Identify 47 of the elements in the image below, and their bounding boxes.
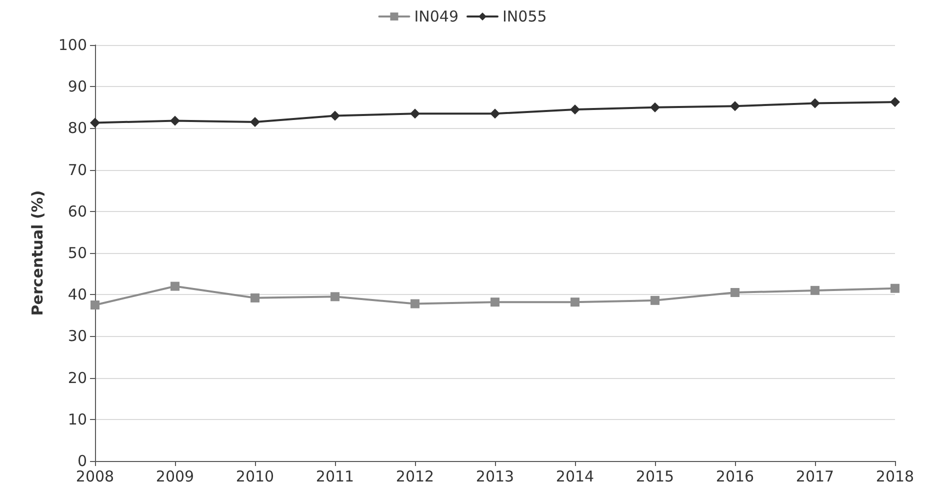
point [810, 98, 820, 108]
point [170, 116, 180, 126]
point [330, 292, 340, 302]
x-tick-label: 2012 [396, 468, 434, 486]
point [170, 282, 180, 291]
point [650, 102, 660, 112]
legend-label: IN055 [502, 8, 547, 26]
x-tick-label: 2015 [636, 468, 674, 486]
point [730, 101, 740, 112]
point [250, 293, 260, 302]
point [330, 110, 340, 121]
y-tick-label: 20 [68, 368, 87, 387]
y-tick-label: 70 [68, 160, 87, 179]
point [570, 104, 580, 114]
y-tick-label: 30 [68, 327, 87, 346]
point [570, 298, 580, 307]
y-tick-label: 40 [68, 286, 87, 304]
y-axis-title: Percentual (%) [28, 190, 46, 316]
legend-label: IN049 [414, 8, 459, 26]
x-tick-label: 2008 [76, 468, 114, 486]
point [650, 296, 660, 305]
y-tick-label: 10 [68, 410, 87, 428]
y-tick-label: 50 [68, 244, 87, 262]
x-tick-label: 2016 [716, 468, 754, 486]
x-tick-label: 2013 [476, 468, 514, 486]
point [810, 286, 820, 295]
point [410, 108, 420, 119]
x-tick-label: 2018 [876, 468, 914, 486]
point [890, 96, 900, 107]
x-tick-label: 2017 [796, 468, 834, 486]
point [410, 299, 420, 308]
point [250, 116, 260, 127]
x-tick-label: 2010 [236, 468, 274, 486]
point [890, 284, 900, 293]
y-tick-label: 60 [68, 202, 87, 220]
point [90, 118, 100, 128]
x-tick-label: 2009 [156, 468, 194, 486]
y-tick-label: 90 [68, 78, 87, 96]
y-tick-label: 80 [68, 119, 87, 138]
x-tick-label: 2011 [316, 468, 354, 486]
y-tick-label: 100 [58, 36, 87, 54]
point [730, 288, 740, 298]
point [90, 300, 100, 310]
x-tick-label: 2014 [556, 468, 594, 486]
point [490, 108, 500, 119]
point [490, 298, 500, 307]
y-tick-label: 0 [77, 452, 87, 470]
